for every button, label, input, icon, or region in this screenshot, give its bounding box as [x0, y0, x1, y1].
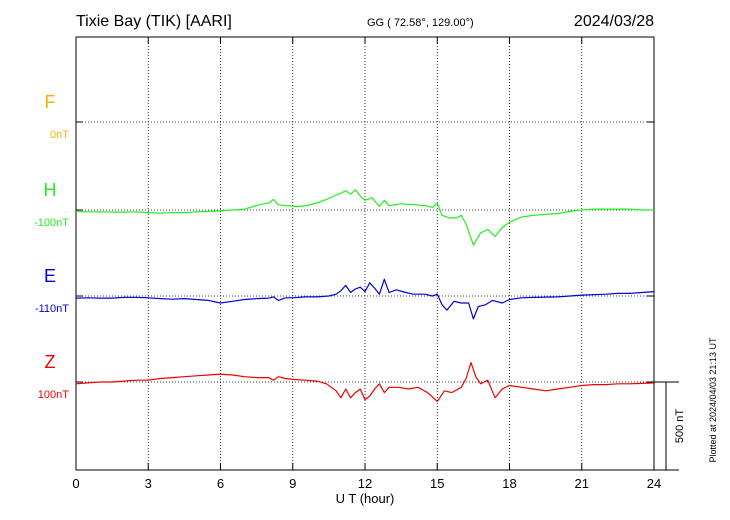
channel-baseline-F: 0nT: [50, 129, 69, 141]
scale-bar: 500 nT: [654, 381, 686, 471]
x-tick-label-18: 18: [502, 476, 516, 491]
trace-H: [75, 189, 654, 246]
x-tick-label-12: 12: [358, 476, 372, 491]
chart-date: 2024/03/28: [574, 13, 654, 30]
trace-E: [75, 278, 655, 320]
x-axis-label: U T (hour): [336, 491, 395, 506]
traces: [75, 189, 655, 402]
x-tick-label-0: 0: [72, 476, 79, 491]
channel-name-F: F: [45, 92, 56, 112]
x-tick-label-9: 9: [289, 476, 296, 491]
x-tick-label-21: 21: [575, 476, 589, 491]
channel-baseline-Z: 100nT: [38, 389, 69, 401]
x-axis: 0 3 6 9 12 15 18 21 24: [72, 37, 661, 491]
x-tick-label-6: 6: [217, 476, 224, 491]
x-tick-label-3: 3: [145, 476, 152, 491]
x-tick-label-24: 24: [647, 476, 661, 491]
channel-labels: F 0nT H -100nT E -110nT Z 100nT: [34, 92, 69, 401]
scale-bar-label: 500 nT: [674, 409, 686, 444]
x-tick-label-15: 15: [430, 476, 444, 491]
station-coords: GG ( 72.58°, 129.00°): [367, 17, 474, 29]
channel-baseline-H: -100nT: [34, 217, 69, 229]
plotted-note: Plotted at 2024/04/03 21:13 UT: [708, 337, 718, 463]
channel-baseline-E: -110nT: [35, 303, 69, 315]
grid: [76, 37, 654, 470]
channel-name-Z: Z: [45, 352, 56, 372]
channel-name-H: H: [44, 180, 57, 200]
channel-name-E: E: [44, 266, 56, 286]
station-title: Tixie Bay (TIK) [AARI]: [76, 13, 232, 30]
trace-Z: [75, 362, 655, 402]
